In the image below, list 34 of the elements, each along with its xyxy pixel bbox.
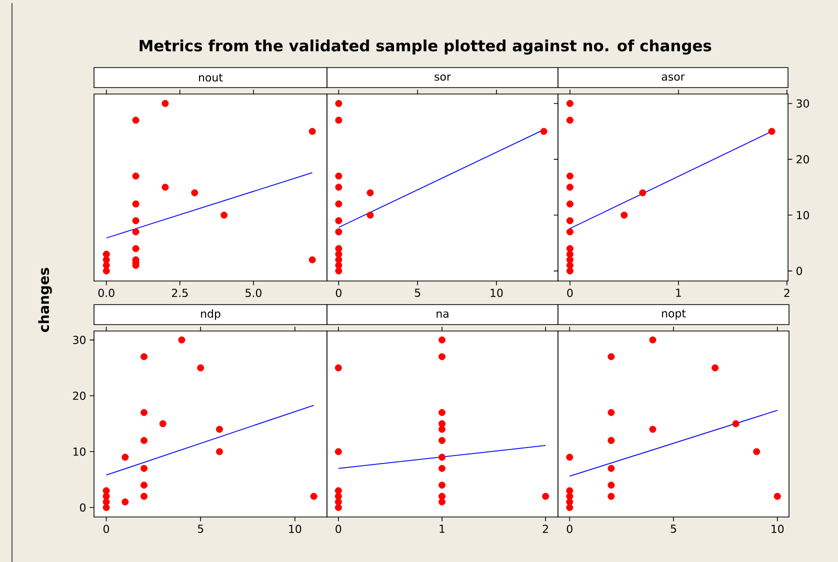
x-tick-label: 10 — [490, 288, 503, 297]
x-tick-label: 1 — [676, 288, 681, 297]
x-tick-label: 0.0 — [98, 288, 114, 297]
y-tick-label: 30 — [73, 336, 86, 344]
x-tick-label: 0 — [336, 288, 342, 297]
chart-subtitle: na — [436, 311, 448, 318]
x-tick-label: 2 — [542, 524, 548, 533]
y-tick-label: 0 — [796, 266, 802, 275]
x-tick-label: 0 — [566, 524, 572, 533]
chart-subtitle: asor — [662, 74, 685, 81]
y-tick-label: 30 — [796, 99, 809, 108]
x-tick-label: 2.5 — [172, 288, 188, 297]
x-tick-label: 5 — [198, 524, 204, 533]
x-tick-label: 5 — [414, 288, 420, 297]
y-tick-label: 10 — [73, 447, 86, 456]
y-tick-label: 0 — [80, 503, 86, 512]
y-tick-label: 20 — [73, 391, 86, 400]
x-tick-label: 1 — [440, 524, 444, 533]
chart-subtitle: nout — [199, 73, 223, 82]
x-tick-label: 2 — [784, 288, 790, 297]
y-axis-title: changes — [38, 268, 52, 332]
x-tick-label: 10 — [772, 524, 784, 533]
y-tick-label: 10 — [796, 210, 809, 220]
x-tick-label: 5 — [670, 524, 676, 533]
x-tick-label: 0 — [567, 288, 573, 297]
chart-subtitle: sor — [434, 74, 451, 81]
text: Metrics from the validated sample plotted against no. of changes — [140, 39, 712, 54]
chart-subtitle: ndp — [201, 309, 220, 320]
x-tick-label: 5.0 — [246, 288, 262, 297]
y-tick-label: 20 — [796, 154, 809, 164]
x-tick-label: 0 — [104, 524, 110, 533]
x-tick-label: 10 — [289, 524, 302, 533]
x-tick-label: 0 — [336, 524, 342, 533]
chart-subtitle: nopt — [662, 309, 686, 320]
